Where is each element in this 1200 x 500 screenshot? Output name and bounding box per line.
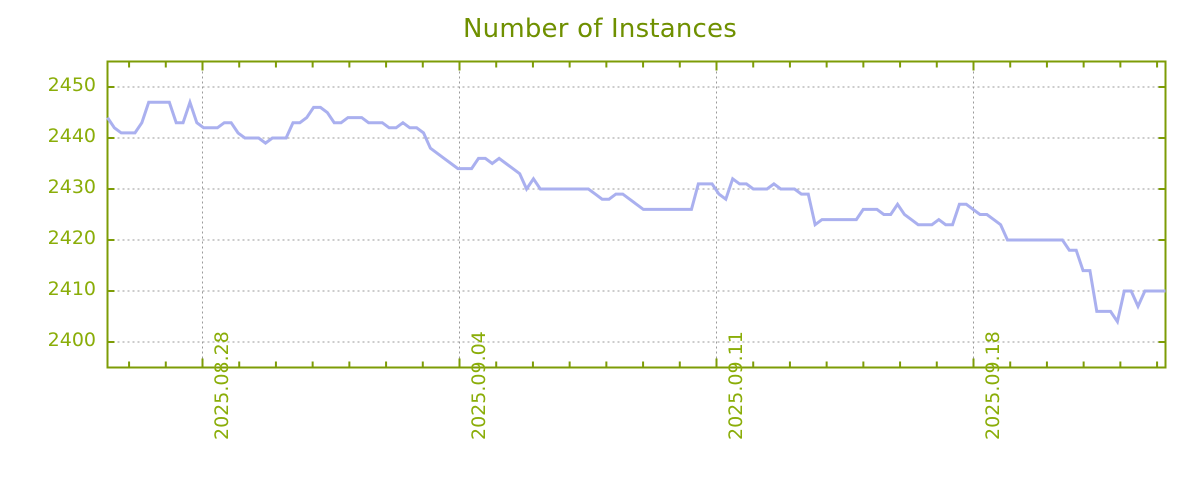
y-axis-tick-label: 2400 bbox=[47, 329, 96, 351]
y-axis-tick-label: 2450 bbox=[47, 74, 96, 96]
vertical-gridlines bbox=[202, 61, 974, 368]
x-axis-tick-label: 2025.09.18 bbox=[982, 330, 1004, 440]
y-axis-tick-label: 2440 bbox=[47, 125, 96, 147]
y-axis-tick-label: 2420 bbox=[47, 227, 96, 249]
data-series-line bbox=[106, 97, 1166, 326]
plot-frame-border bbox=[106, 60, 1167, 369]
left-axis-ticks bbox=[107, 86, 115, 343]
chart-title: Number of Instances bbox=[463, 14, 737, 44]
right-axis-ticks bbox=[1158, 86, 1166, 343]
y-axis-tick-labels: 2400 2410 2420 2430 2440 2450 bbox=[32, 0, 96, 500]
x-axis-tick-label: 2025.09.04 bbox=[468, 330, 490, 440]
y-axis-tick-label: 2430 bbox=[47, 176, 96, 198]
x-axis-tick-label: 2025.08.28 bbox=[211, 330, 233, 440]
y-axis-tick-label: 2410 bbox=[47, 278, 96, 300]
x-axis-tick-label: 2025.09.11 bbox=[725, 330, 747, 440]
